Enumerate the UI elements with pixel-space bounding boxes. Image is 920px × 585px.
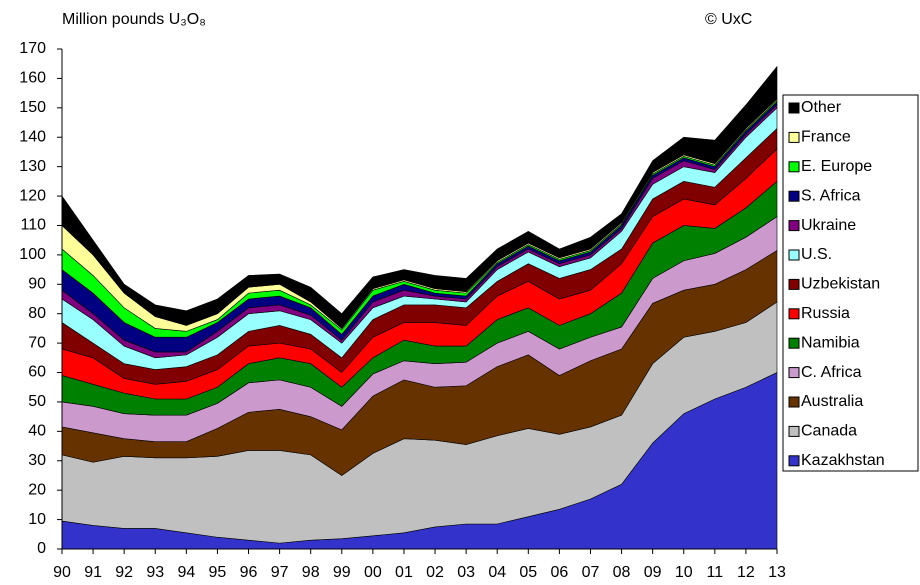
legend-label: Kazakhstan <box>801 452 885 469</box>
x-tick-label: 12 <box>737 564 755 581</box>
legend-box <box>782 94 919 472</box>
x-tick-label: 07 <box>582 564 600 581</box>
copyright: © UxC <box>705 11 752 28</box>
legend-swatch <box>788 190 800 202</box>
legend-label: Namibia <box>801 334 860 351</box>
x-tick-label: 98 <box>302 564 320 581</box>
x-tick-label: 11 <box>707 564 724 581</box>
legend-swatch <box>788 161 800 173</box>
y-tick-label: 60 <box>28 364 46 381</box>
x-tick-label: 95 <box>209 564 227 581</box>
x-tick-label: 99 <box>333 564 351 581</box>
y-tick-label: 140 <box>19 128 46 145</box>
y-axis-label: Million pounds U₃O₈ <box>62 11 206 28</box>
legend-swatch <box>788 337 800 349</box>
legend-label: Australia <box>801 393 863 410</box>
x-tick-label: 90 <box>53 564 71 581</box>
legend-label: U.S. <box>801 246 832 263</box>
x-tick-label: 08 <box>613 564 631 581</box>
y-tick-label: 110 <box>20 217 46 234</box>
y-tick-label: 10 <box>28 511 46 528</box>
y-tick-label: 160 <box>19 70 46 87</box>
y-tick-label: 100 <box>19 246 46 263</box>
legend-label: Other <box>801 99 842 116</box>
x-tick-label: 97 <box>271 564 289 581</box>
legend-swatch <box>788 220 800 232</box>
x-tick-label: 00 <box>364 564 382 581</box>
y-tick-label: 120 <box>19 187 46 204</box>
legend-label: Canada <box>801 423 857 440</box>
legend-label: Russia <box>801 305 850 322</box>
x-tick-label: 03 <box>457 564 475 581</box>
y-tick-label: 150 <box>19 99 46 116</box>
y-tick-label: 40 <box>28 423 46 440</box>
x-tick-label: 10 <box>675 564 693 581</box>
x-tick-label: 91 <box>84 564 102 581</box>
x-tick-label: 02 <box>426 564 444 581</box>
x-tick-label: 06 <box>550 564 568 581</box>
x-tick-label: 92 <box>115 564 133 581</box>
x-tick-label: 13 <box>768 564 786 581</box>
y-tick-label: 0 <box>37 540 46 557</box>
legend-swatch <box>788 425 800 437</box>
legend-label: S. Africa <box>801 187 861 204</box>
legend-swatch <box>788 249 800 261</box>
x-tick-label: 04 <box>488 564 506 581</box>
y-tick-label: 50 <box>28 393 46 410</box>
legend-label: C. Africa <box>801 364 862 381</box>
legend-swatch <box>788 367 800 379</box>
legend-swatch <box>788 131 800 143</box>
legend-label: E. Europe <box>801 158 872 175</box>
x-tick-label: 93 <box>146 564 164 581</box>
legend-label: Uzbekistan <box>801 276 880 293</box>
y-tick-label: 30 <box>28 452 46 469</box>
area <box>61 65 778 329</box>
x-tick-label: 94 <box>177 564 195 581</box>
x-tick-label: 96 <box>240 564 258 581</box>
legend-swatch <box>788 455 800 467</box>
legend-swatch <box>788 308 800 320</box>
y-tick-label: 70 <box>28 334 46 351</box>
y-tick-label: 90 <box>28 276 46 293</box>
legend-label: France <box>801 129 851 146</box>
x-tick-label: 09 <box>644 564 662 581</box>
legend-label: Ukraine <box>801 217 856 234</box>
legend-swatch <box>788 278 800 290</box>
x-tick-label: 05 <box>519 564 537 581</box>
y-tick-label: 130 <box>19 158 46 175</box>
y-tick-label: 170 <box>19 40 46 57</box>
legend-swatch <box>788 396 800 408</box>
x-tick-label: 01 <box>395 564 413 581</box>
y-tick-label: 20 <box>28 481 46 498</box>
y-tick-label: 80 <box>28 305 46 322</box>
legend-swatch <box>788 102 800 114</box>
